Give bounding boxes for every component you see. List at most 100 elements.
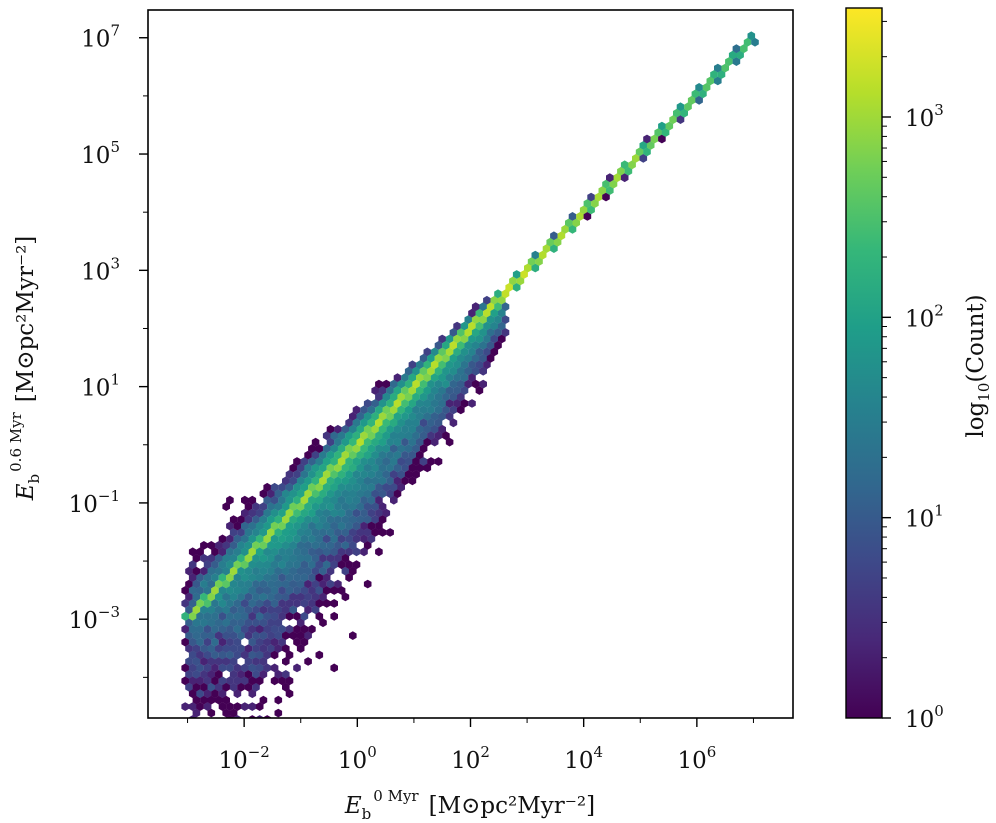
- hexbin-cell: [341, 528, 350, 537]
- hexbin-cell: [282, 592, 290, 602]
- hexbin-cell: [438, 399, 446, 408]
- hexbin-cell: [304, 579, 312, 589]
- hexbin-cell: [408, 476, 417, 486]
- hexbin-cell: [386, 437, 394, 447]
- hexbin-cell: [311, 541, 320, 550]
- hexbin-cell: [423, 373, 432, 382]
- hexbin-cell: [248, 534, 257, 544]
- hexbin-cell: [208, 735, 216, 744]
- hexbin-cell: [233, 637, 242, 647]
- hexbin-cell: [229, 515, 238, 524]
- hexbin-cell: [255, 715, 264, 718]
- hexbin-cell: [360, 547, 368, 557]
- hexbin-cell: [207, 541, 216, 550]
- hexbin-cell: [289, 489, 297, 499]
- hexbin-cell: [267, 489, 275, 499]
- hexbin-cell: [218, 560, 227, 570]
- hexbin-cell: [304, 566, 312, 576]
- hexbin-cell: [304, 515, 312, 524]
- hexbin-cell: [207, 592, 216, 602]
- hexbin-cell: [226, 573, 234, 582]
- hexbin-cell: [453, 347, 461, 357]
- hexbin-cell: [207, 618, 216, 628]
- hexbin-cell: [244, 515, 253, 524]
- hexbin-cell: [285, 508, 294, 518]
- hexbin-cell: [181, 637, 189, 647]
- hexbin-cell: [360, 457, 368, 466]
- hexbin-cell: [274, 502, 283, 511]
- hexbin-cell: [468, 373, 476, 382]
- hexbin-cell: [185, 605, 193, 615]
- hexbin-cell: [267, 579, 275, 589]
- hexbin-cell: [259, 618, 268, 628]
- hexbin-cell: [296, 489, 305, 499]
- hexbin-cell: [248, 637, 257, 647]
- hexbin-cell: [352, 470, 361, 479]
- hexbin-cell: [203, 663, 212, 673]
- hexbin-cell: [319, 502, 327, 511]
- hexbin-cell: [278, 495, 286, 505]
- hexbin-cell: [423, 412, 432, 421]
- hexbin-cell: [196, 611, 204, 621]
- hexbin-cell: [326, 489, 335, 499]
- hexbin-cell: [267, 631, 275, 640]
- hexbin-cell: [207, 670, 216, 679]
- hexbin-cell: [401, 373, 409, 382]
- hexbin-cell: [490, 295, 499, 305]
- hexbin-cell: [501, 289, 510, 299]
- hexbin-cell: [334, 476, 342, 486]
- hexbin-cell: [244, 682, 253, 692]
- hexbin-cell: [326, 437, 335, 447]
- hexbin-cell: [334, 502, 342, 511]
- hexbin-cell: [259, 592, 268, 602]
- hexbin-cell: [378, 502, 387, 511]
- hexbin-cell: [267, 502, 275, 511]
- hexbin-cell: [237, 618, 245, 628]
- hexbin-cell: [498, 334, 506, 344]
- hexbin-cell: [356, 463, 365, 473]
- hexbin-cell: [442, 392, 450, 402]
- hexbin-cell: [315, 444, 324, 453]
- hexbin-cell: [393, 373, 402, 382]
- hexbin-cell: [263, 534, 271, 544]
- hexbin-cell: [367, 482, 376, 492]
- hexbin-cell: [185, 722, 193, 731]
- y-tick-label: 105: [81, 138, 120, 169]
- hexbin-cell: [282, 541, 290, 550]
- hexbin-cell: [483, 308, 491, 318]
- hexbin-cell: [218, 650, 227, 660]
- hexbin-cell: [378, 399, 387, 408]
- hexbin-cell: [416, 412, 424, 421]
- hexbin-cell: [193, 722, 201, 731]
- hexbin-cell: [334, 463, 342, 473]
- hexbin-cell: [259, 631, 268, 640]
- hexbin-cell: [337, 521, 346, 531]
- hexbin-cell: [289, 631, 297, 640]
- hexbin-cell: [211, 547, 219, 557]
- hexbin-cell: [367, 418, 376, 428]
- hexbin-cell: [486, 328, 495, 337]
- hexbin-cell: [241, 573, 249, 582]
- colorbar-label: log10(Count): [963, 294, 993, 437]
- hexbin-cell: [430, 399, 439, 408]
- hexbin-cell: [334, 541, 342, 550]
- hexbin-cell: [222, 605, 230, 615]
- hexbin-cell: [185, 657, 193, 666]
- hexbin-cell: [237, 682, 245, 692]
- hexbin-cell: [226, 728, 234, 737]
- hexbin-cell: [293, 586, 301, 595]
- hexbin-cell: [397, 392, 405, 402]
- hexbin-cell: [326, 450, 335, 460]
- hexbin-cell: [490, 347, 499, 357]
- hexbin-cell: [367, 534, 376, 544]
- hexbin-cell: [404, 457, 413, 466]
- hexbin-cell: [200, 553, 208, 563]
- hexbin-cell: [278, 547, 286, 557]
- hexbin-cell: [282, 515, 290, 524]
- hexbin-cell: [416, 399, 424, 408]
- hexbin-cell: [460, 360, 469, 370]
- hexbin-cell: [341, 489, 350, 499]
- hexbin-cell: [215, 618, 223, 628]
- hexbin-cell: [337, 457, 346, 466]
